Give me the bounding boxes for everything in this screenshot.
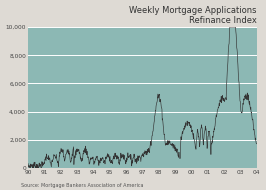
Text: Weekly Mortgage Applications
Refinance Index: Weekly Mortgage Applications Refinance I… [129, 6, 257, 25]
Text: Source: Mortgage Bankers Association of America: Source: Mortgage Bankers Association of … [21, 183, 144, 188]
